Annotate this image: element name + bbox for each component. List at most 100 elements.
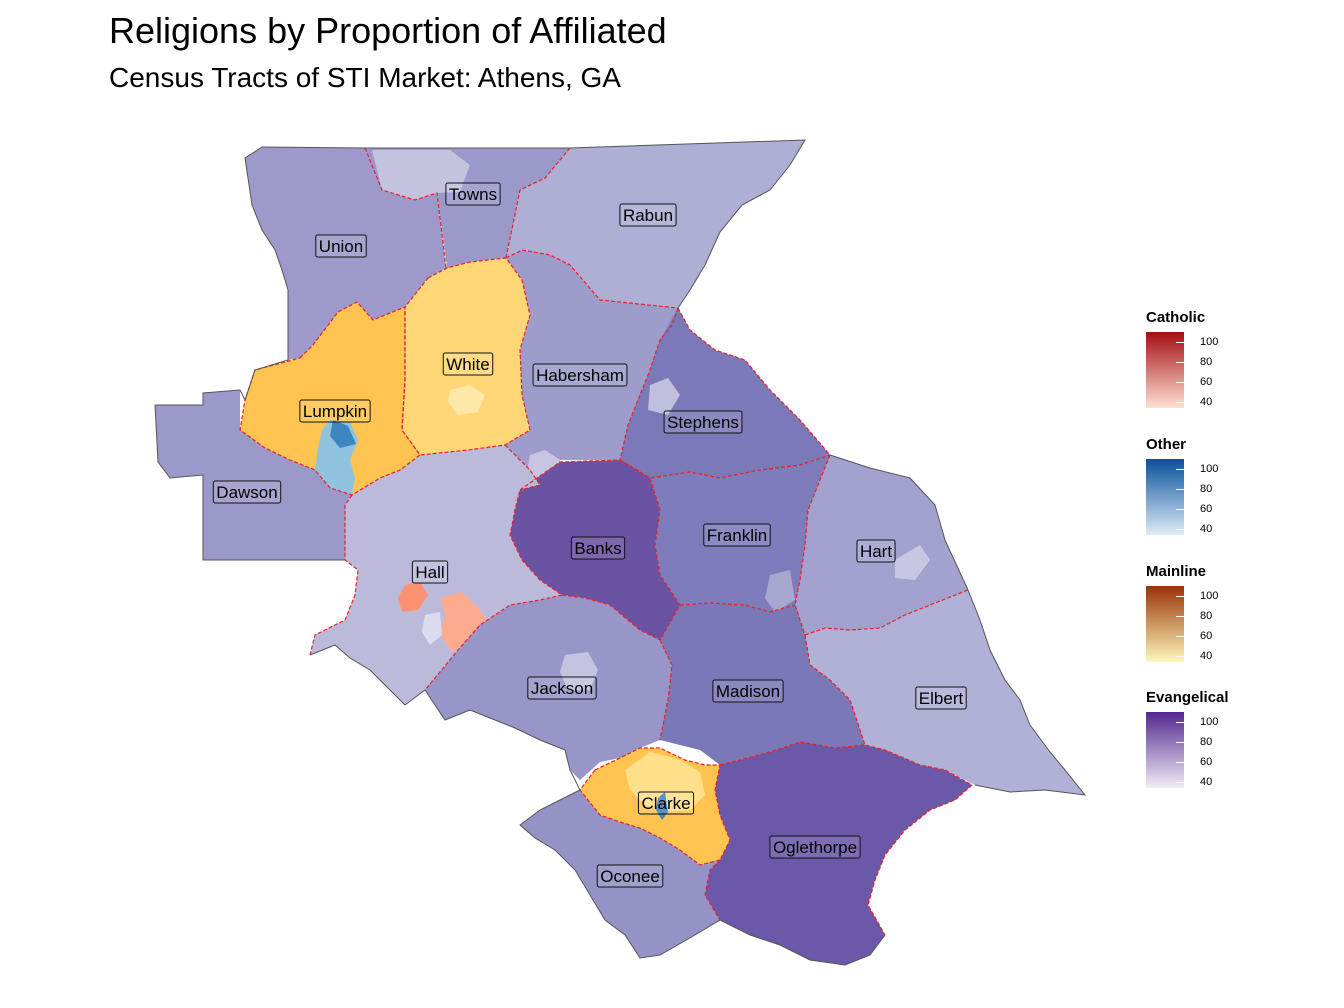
svg-text:Lumpkin: Lumpkin <box>303 402 367 421</box>
legend-catholic-colorbar <box>1146 332 1184 408</box>
outline-west <box>154 146 345 561</box>
label-white: White <box>442 352 494 376</box>
svg-text:White: White <box>446 355 489 374</box>
boundary-union-towns <box>364 147 447 269</box>
svg-text:Oconee: Oconee <box>600 867 660 886</box>
svg-text:Elbert: Elbert <box>919 689 964 708</box>
county-habersham[interactable] <box>505 250 678 470</box>
outline-east <box>967 589 1087 796</box>
label-franklin: Franklin <box>703 523 771 547</box>
boundary-lumpkin <box>239 301 421 496</box>
label-oconee: Oconee <box>596 864 664 888</box>
label-towns: Towns <box>445 182 501 206</box>
county-hart-tract <box>895 545 930 580</box>
legend-other: Other 100 80 60 40 <box>1146 436 1266 539</box>
label-banks: Banks <box>570 536 626 560</box>
county-clarke-light <box>625 752 705 812</box>
county-jackson[interactable] <box>425 595 672 780</box>
boundary-dawson-hall <box>309 494 359 656</box>
label-jackson: Jackson <box>527 676 597 700</box>
county-boundaries <box>239 147 973 936</box>
legend-other-tick-100: 100 <box>1200 463 1219 475</box>
legend-mainline-tick-60: 60 <box>1200 630 1213 642</box>
boundary-stephens-franklin <box>619 454 831 479</box>
legend-evangelical-tick-80: 80 <box>1200 736 1213 748</box>
legend-evangelical-tick-100: 100 <box>1200 716 1219 728</box>
county-banks[interactable] <box>510 460 680 640</box>
map-title: Religions by Proportion of Affiliated <box>109 10 667 51</box>
county-hall[interactable] <box>310 445 562 705</box>
boundary-towns-rabun <box>505 147 571 259</box>
county-rabun[interactable] <box>506 140 805 308</box>
legend-evangelical-tick-60: 60 <box>1200 756 1213 768</box>
label-union: Union <box>315 234 367 258</box>
svg-text:Union: Union <box>319 237 363 256</box>
county-hall-catholic-east <box>440 592 490 652</box>
legend-evangelical-title: Evangelical <box>1146 689 1229 706</box>
county-lumpkin-other-dark <box>330 420 356 448</box>
county-franklin-tract <box>765 570 795 612</box>
svg-text:Towns: Towns <box>449 185 497 204</box>
boundary-hart-elbert <box>804 589 969 636</box>
legend-catholic-tick-100: 100 <box>1200 336 1219 348</box>
boundary-hall-jackson <box>424 594 563 691</box>
svg-text:Banks: Banks <box>574 539 621 558</box>
county-lumpkin[interactable] <box>240 302 420 495</box>
market-outline <box>154 139 1087 966</box>
county-dawson[interactable] <box>155 390 352 560</box>
legend-catholic-tick-80: 80 <box>1200 356 1213 368</box>
boundary-hall-habersham <box>504 444 541 491</box>
legend-mainline-title: Mainline <box>1146 563 1207 580</box>
label-rabun: Rabun <box>619 203 677 227</box>
outline-north <box>261 139 806 309</box>
county-elbert[interactable] <box>805 590 1085 795</box>
county-union[interactable] <box>245 147 446 360</box>
county-polygons <box>155 140 1085 965</box>
label-stephens: Stephens <box>663 410 743 434</box>
svg-text:Habersham: Habersham <box>536 366 624 385</box>
county-stephens[interactable] <box>620 308 830 478</box>
county-white[interactable] <box>402 258 530 455</box>
county-hall-catholic-west <box>398 582 428 612</box>
svg-text:Franklin: Franklin <box>707 526 767 545</box>
legend-other-colorbar <box>1146 459 1184 535</box>
svg-text:Rabun: Rabun <box>623 206 673 225</box>
legend-other-tick-60: 60 <box>1200 503 1213 515</box>
county-oglethorpe[interactable] <box>705 742 972 965</box>
legend-other-tick-80: 80 <box>1200 483 1213 495</box>
county-hart[interactable] <box>795 455 968 635</box>
boundary-oglethorpe-east <box>867 784 973 936</box>
county-clarke-other <box>656 792 668 820</box>
boundary-madison-oglethorpe <box>719 741 866 766</box>
svg-text:Oglethorpe: Oglethorpe <box>773 838 857 857</box>
svg-text:Hart: Hart <box>860 542 892 561</box>
label-lumpkin: Lumpkin <box>299 399 371 423</box>
boundary-clarke <box>579 747 731 866</box>
label-oglethorpe: Oglethorpe <box>769 835 861 859</box>
outline-south <box>309 644 886 966</box>
boundary-habersham-stephens <box>677 307 831 456</box>
county-madison[interactable] <box>660 603 865 765</box>
legend-catholic-title: Catholic <box>1146 309 1206 326</box>
svg-text:Stephens: Stephens <box>667 413 739 432</box>
boundary-habersham-stephens-west <box>619 307 679 461</box>
county-labels: Towns Rabun Union White Habersham Lumpki… <box>212 182 967 888</box>
svg-text:Madison: Madison <box>716 682 780 701</box>
svg-text:Jackson: Jackson <box>531 679 593 698</box>
county-jackson-tract <box>560 652 598 690</box>
legend-evangelical-tick-40: 40 <box>1200 776 1213 788</box>
label-clarke: Clarke <box>637 791 695 815</box>
svg-text:Dawson: Dawson <box>216 483 277 502</box>
boundary-jackson-madison <box>659 639 673 741</box>
legend-mainline: Mainline 100 80 60 40 <box>1146 563 1266 666</box>
label-madison: Madison <box>712 679 784 703</box>
outline-hart-east <box>829 454 969 591</box>
boundary-rabun-habersham <box>505 249 679 309</box>
legend-catholic: Catholic 100 80 60 40 <box>1146 309 1266 412</box>
county-oconee[interactable] <box>520 790 720 958</box>
legend-evangelical-colorbar <box>1146 712 1184 788</box>
boundary-franklin-hart <box>794 454 831 636</box>
boundary-madison-elbert <box>804 634 973 786</box>
county-hall-tract <box>422 612 442 645</box>
